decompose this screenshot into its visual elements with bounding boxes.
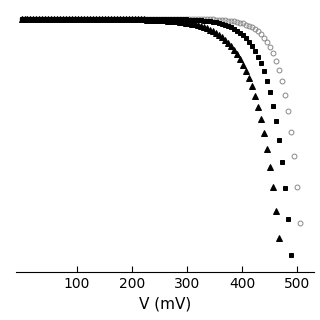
X-axis label: V (mV): V (mV) xyxy=(139,296,191,311)
